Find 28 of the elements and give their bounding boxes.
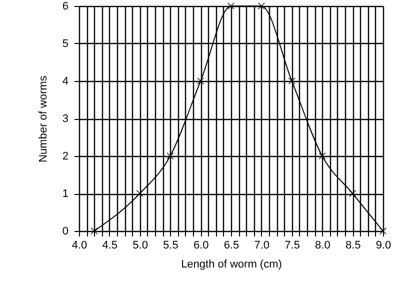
x-tick-label: 4.5: [102, 240, 118, 252]
point: [166, 152, 174, 160]
x-axis-title: Length of worm (cm): [181, 258, 282, 270]
x-tick-label: 4.0: [72, 240, 88, 252]
point: [258, 2, 266, 10]
x-tick-label: 5.5: [163, 240, 178, 252]
y-tick-label: 3: [62, 113, 68, 125]
x-tick-label: 5.0: [132, 240, 148, 252]
point: [136, 190, 144, 198]
x-tick-label: 6.0: [193, 240, 209, 252]
y-tick-label: 6: [62, 0, 68, 12]
y-tick-label: 5: [62, 38, 68, 50]
point: [227, 2, 235, 10]
x-tick-label: 7.0: [254, 240, 270, 252]
y-tick-label: 0: [62, 226, 68, 238]
x-tick-label: 9.0: [376, 240, 392, 252]
point: [288, 77, 296, 85]
point: [348, 190, 356, 198]
y-tick-label: 2: [62, 150, 68, 162]
x-tick-label: 8.0: [315, 240, 330, 252]
x-tick-label: 7.5: [284, 240, 300, 252]
x-tick-label: 6.5: [224, 240, 240, 252]
y-axis-title: Number of worms: [37, 75, 50, 162]
x-tick-label: 8.5: [345, 240, 361, 252]
y-tick-label: 4: [62, 76, 68, 88]
point: [196, 77, 204, 85]
point: [318, 152, 326, 160]
y-tick-label: 1: [62, 188, 68, 200]
